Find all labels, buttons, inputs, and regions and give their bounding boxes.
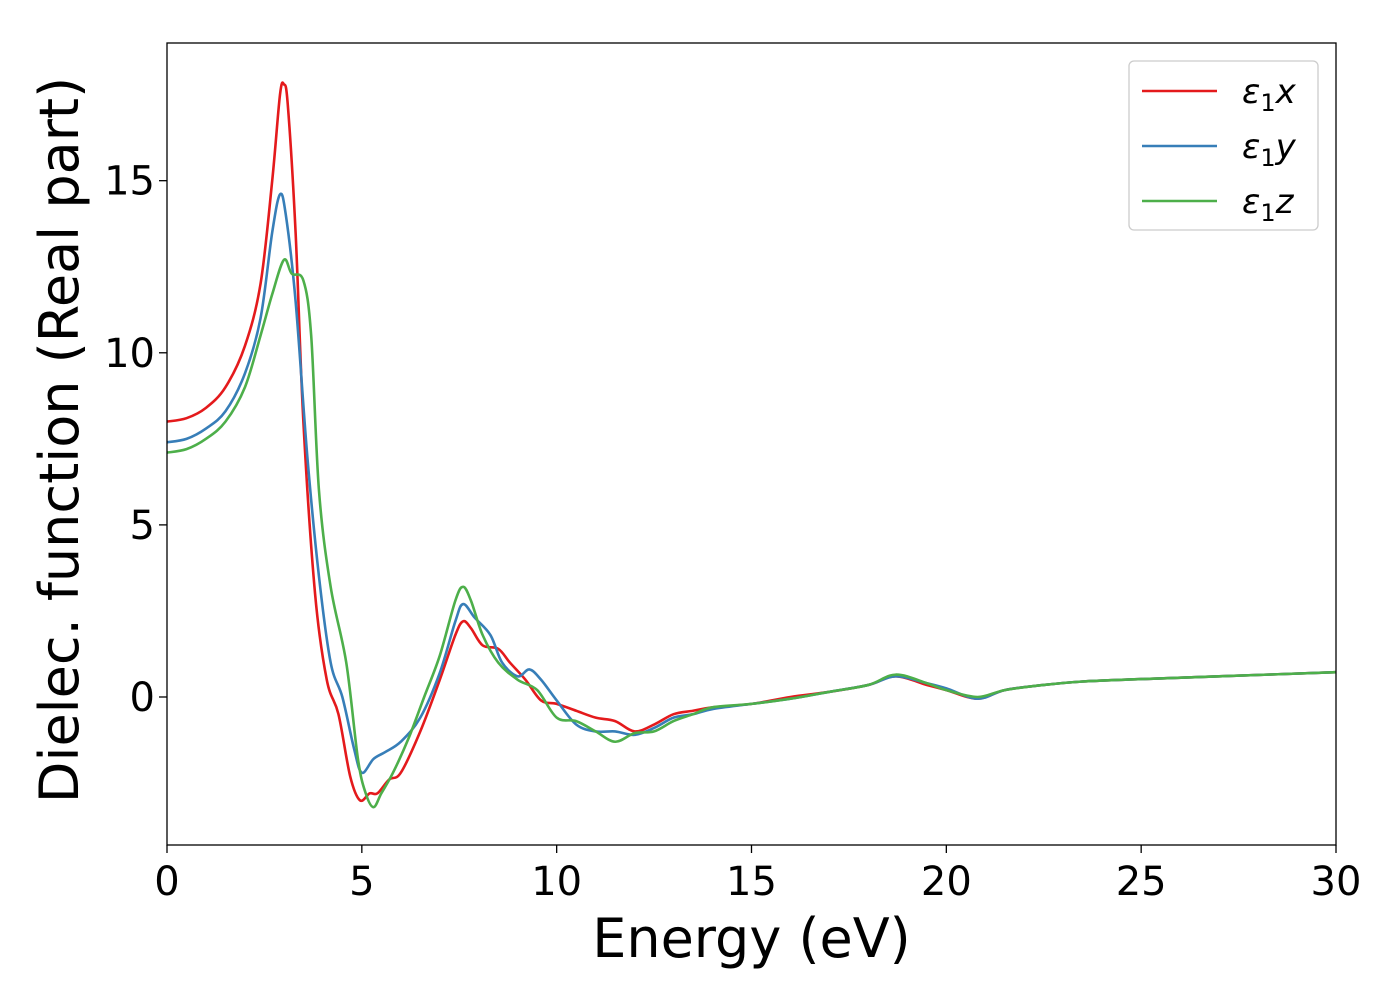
legend-label-z: ε1z (1242, 182, 1295, 227)
series-layer (167, 81, 1336, 809)
series-line-z (167, 258, 1336, 809)
y-axis: 0 5 10 15 (104, 159, 167, 721)
legend-box (1128, 60, 1319, 231)
x-axis: 0 5 10 15 20 25 30 (154, 845, 1361, 905)
x-tick-label: 20 (921, 859, 972, 905)
y-tick-label: 15 (104, 159, 155, 205)
x-tick-label: 15 (726, 859, 777, 905)
x-tick-label: 10 (531, 859, 582, 905)
x-tick-label: 0 (154, 859, 179, 905)
legend-label-x: ε1x (1242, 72, 1297, 117)
x-tick-label: 30 (1311, 859, 1362, 905)
legend: ε1x ε1y ε1z (1128, 60, 1319, 231)
x-axis-title: Energy (eV) (592, 907, 911, 970)
y-axis-title: Dielec. function (Real part) (28, 77, 91, 803)
x-tick-label: 5 (349, 859, 374, 905)
y-tick-label: 0 (130, 675, 155, 721)
y-tick-label: 5 (130, 503, 155, 549)
y-tick-label: 10 (104, 331, 155, 377)
legend-label-y: ε1y (1242, 127, 1297, 172)
x-tick-label: 25 (1116, 859, 1167, 905)
